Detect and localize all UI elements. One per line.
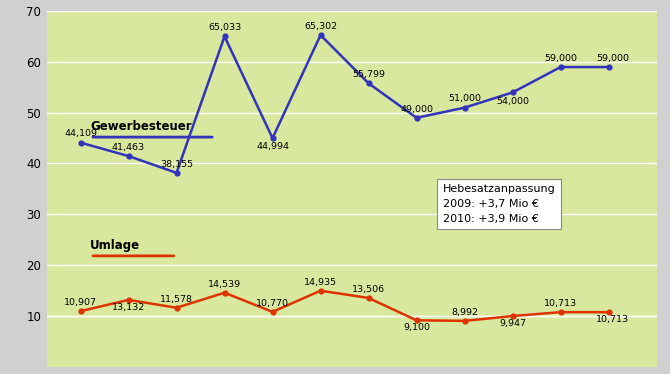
Text: 14,539: 14,539 — [208, 279, 241, 289]
Text: 54,000: 54,000 — [496, 96, 529, 105]
Text: 10,770: 10,770 — [256, 299, 289, 308]
Text: 55,799: 55,799 — [352, 70, 385, 79]
Text: 10,907: 10,907 — [64, 298, 97, 307]
Text: 13,506: 13,506 — [352, 285, 385, 294]
Text: 9,100: 9,100 — [403, 323, 430, 332]
Text: 44,109: 44,109 — [64, 129, 97, 138]
Text: 65,033: 65,033 — [208, 23, 241, 32]
Text: 51,000: 51,000 — [448, 95, 481, 104]
Text: Gewerbesteuer: Gewerbesteuer — [90, 120, 192, 133]
Text: 13,132: 13,132 — [112, 303, 145, 312]
Text: 49,000: 49,000 — [400, 105, 433, 114]
Text: 65,302: 65,302 — [304, 22, 337, 31]
Text: 59,000: 59,000 — [596, 54, 629, 63]
Text: 8,992: 8,992 — [451, 308, 478, 317]
Text: 10,713: 10,713 — [596, 315, 629, 324]
Text: 10,713: 10,713 — [544, 299, 577, 308]
Text: Umlage: Umlage — [90, 239, 140, 252]
Text: 44,994: 44,994 — [256, 142, 289, 151]
Text: 11,578: 11,578 — [160, 295, 193, 304]
Text: 9,947: 9,947 — [499, 319, 526, 328]
Text: Hebesatzanpassung
2009: +3,7 Mio €
2010: +3,9 Mio €: Hebesatzanpassung 2009: +3,7 Mio € 2010:… — [443, 184, 555, 224]
Text: 59,000: 59,000 — [544, 54, 577, 63]
Text: 38,155: 38,155 — [160, 160, 193, 169]
Text: 41,463: 41,463 — [112, 143, 145, 152]
Text: 14,935: 14,935 — [304, 278, 337, 286]
